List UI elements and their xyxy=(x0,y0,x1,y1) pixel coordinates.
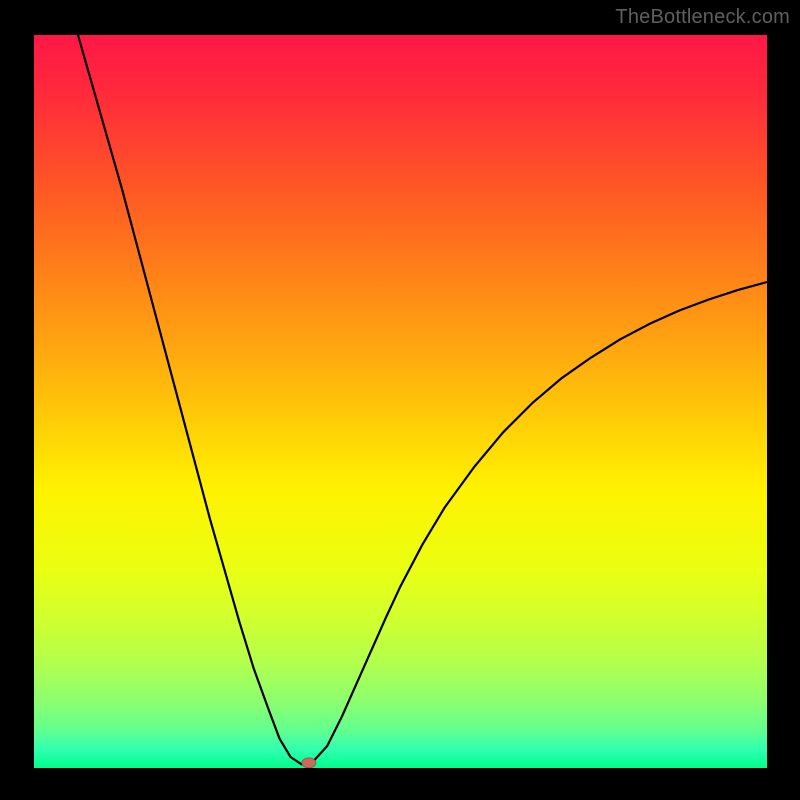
minimum-marker xyxy=(302,758,316,768)
gradient-background xyxy=(34,35,767,768)
watermark-text: TheBottleneck.com xyxy=(615,6,790,29)
chart-svg xyxy=(34,35,767,768)
plot-area xyxy=(34,35,767,768)
